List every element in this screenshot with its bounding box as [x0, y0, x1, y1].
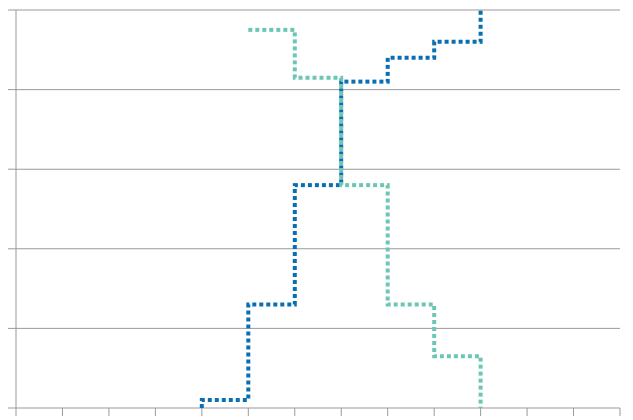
grid [16, 9, 620, 409]
series-2-step-line [248, 27, 483, 408]
axes [8, 9, 621, 416]
series-1-step-line [199, 10, 483, 408]
series-lines [199, 10, 483, 408]
